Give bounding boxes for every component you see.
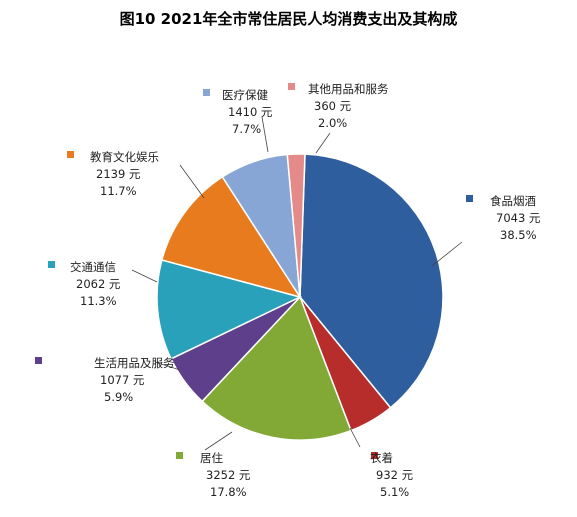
pie-slice-5 xyxy=(156,259,303,360)
legend-marker-7 xyxy=(203,89,210,96)
slice-value-label: 1410 元 xyxy=(228,105,273,119)
slice-name-label: 食品烟酒 xyxy=(490,194,536,208)
leader-line-8 xyxy=(315,132,331,154)
leader-line-1 xyxy=(431,241,463,267)
slice-name-label: 其他用品和服务 xyxy=(308,82,389,96)
slice-value-label: 1077 元 xyxy=(100,373,145,387)
slice-value-label: 932 元 xyxy=(376,468,414,482)
slice-name-label: 居住 xyxy=(200,451,223,465)
slice-percent-label: 5.9% xyxy=(104,390,133,404)
legend-marker-6 xyxy=(67,151,74,158)
slice-value-label: 2139 元 xyxy=(96,167,141,181)
leader-line-3 xyxy=(204,431,233,451)
leader-line-4 xyxy=(154,361,181,371)
slice-percent-label: 11.7% xyxy=(100,184,137,198)
slice-value-label: 360 元 xyxy=(314,99,352,113)
slice-percent-label: 7.7% xyxy=(232,122,261,136)
legend-marker-5 xyxy=(48,261,55,268)
slice-value-label: 2062 元 xyxy=(76,277,121,291)
slice-name-label: 教育文化娱乐 xyxy=(90,150,159,164)
slice-name-label: 衣着 xyxy=(370,451,393,465)
slice-name-label: 医疗保健 xyxy=(222,88,268,102)
legend-marker-2 xyxy=(371,452,378,459)
leader-line-7 xyxy=(261,116,269,153)
slice-percent-label: 2.0% xyxy=(318,116,347,130)
slice-percent-label: 38.5% xyxy=(500,228,537,242)
slice-percent-label: 11.3% xyxy=(80,294,117,308)
slice-name-label: 交通通信 xyxy=(70,260,116,274)
slice-percent-label: 5.1% xyxy=(380,485,409,499)
leader-line-2 xyxy=(349,427,361,448)
legend-marker-1 xyxy=(466,195,473,202)
legend-marker-4 xyxy=(35,357,42,364)
pie-slice-8 xyxy=(286,153,306,298)
leader-line-5 xyxy=(131,269,158,283)
pie-slice-1 xyxy=(299,153,444,409)
leader-line-6 xyxy=(179,164,205,199)
slice-percent-label: 17.8% xyxy=(210,485,247,499)
slice-name-label: 生活用品及服务 xyxy=(94,356,175,370)
slice-value-label: 7043 元 xyxy=(496,211,541,225)
slice-value-label: 3252 元 xyxy=(206,468,251,482)
pie-slice-3 xyxy=(201,295,352,441)
pie-slice-6 xyxy=(160,175,302,299)
chart-title: 图10 2021年全市常住居民人均消费支出及其构成 xyxy=(119,10,458,28)
legend-marker-3 xyxy=(176,452,183,459)
legend-marker-8 xyxy=(288,83,295,90)
